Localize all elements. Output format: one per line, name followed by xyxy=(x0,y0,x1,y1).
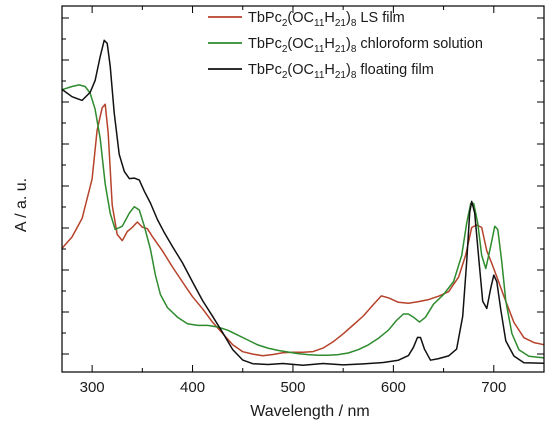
series-layer xyxy=(61,39,545,367)
x-tick-label: 600 xyxy=(381,379,406,396)
y-axis-title: A / a. u. xyxy=(13,178,30,232)
axes-layer xyxy=(61,5,545,373)
x-tick-label: 300 xyxy=(80,379,105,396)
ticks-layer: 300 400 500 600 700 xyxy=(62,6,545,396)
legend-label-2: TbPc2(OC11H21)8 chloroform solution xyxy=(248,36,483,55)
x-tick-label: 500 xyxy=(280,379,305,396)
x-tick-label: 400 xyxy=(180,379,205,396)
series-line-1 xyxy=(61,103,545,357)
legend-label-1: TbPc2(OC11H21)8 LS film xyxy=(248,10,405,29)
x-tick-label: 700 xyxy=(481,379,506,396)
series-line-3 xyxy=(61,39,545,367)
plot-frame xyxy=(61,5,545,373)
x-axis-title: Wavelength / nm xyxy=(250,403,369,420)
legend: TbPc2(OC11H21)8 LS film TbPc2(OC11H21)8 c… xyxy=(208,10,483,81)
series-line-2 xyxy=(61,84,545,359)
legend-label-3: TbPc2(OC11H21)8 floating film xyxy=(248,62,434,81)
